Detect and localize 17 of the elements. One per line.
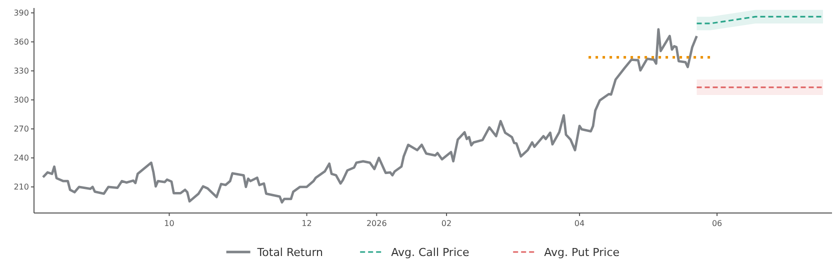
y-tick-label: 210 — [14, 182, 29, 192]
y-tick-label: 300 — [14, 96, 29, 105]
y-tick-label: 390 — [14, 8, 29, 18]
x-tick-label: 2026 — [366, 219, 387, 228]
x-tick-label: 02 — [441, 219, 452, 228]
x-tick-label: 12 — [302, 219, 312, 228]
y-tick-label: 240 — [14, 154, 29, 163]
y-tick-label: 360 — [14, 38, 29, 47]
y-tick-label: 270 — [14, 124, 29, 134]
legend-label: Avg. Put Price — [544, 246, 620, 259]
x-tick-label: 04 — [574, 219, 585, 228]
y-tick-label: 330 — [14, 66, 29, 76]
x-tick-label: 10 — [164, 219, 174, 228]
line-series — [42, 28, 698, 204]
x-tick-label: 06 — [712, 219, 722, 228]
legend-label: Avg. Call Price — [391, 246, 470, 259]
legend-label: Total Return — [256, 246, 324, 259]
